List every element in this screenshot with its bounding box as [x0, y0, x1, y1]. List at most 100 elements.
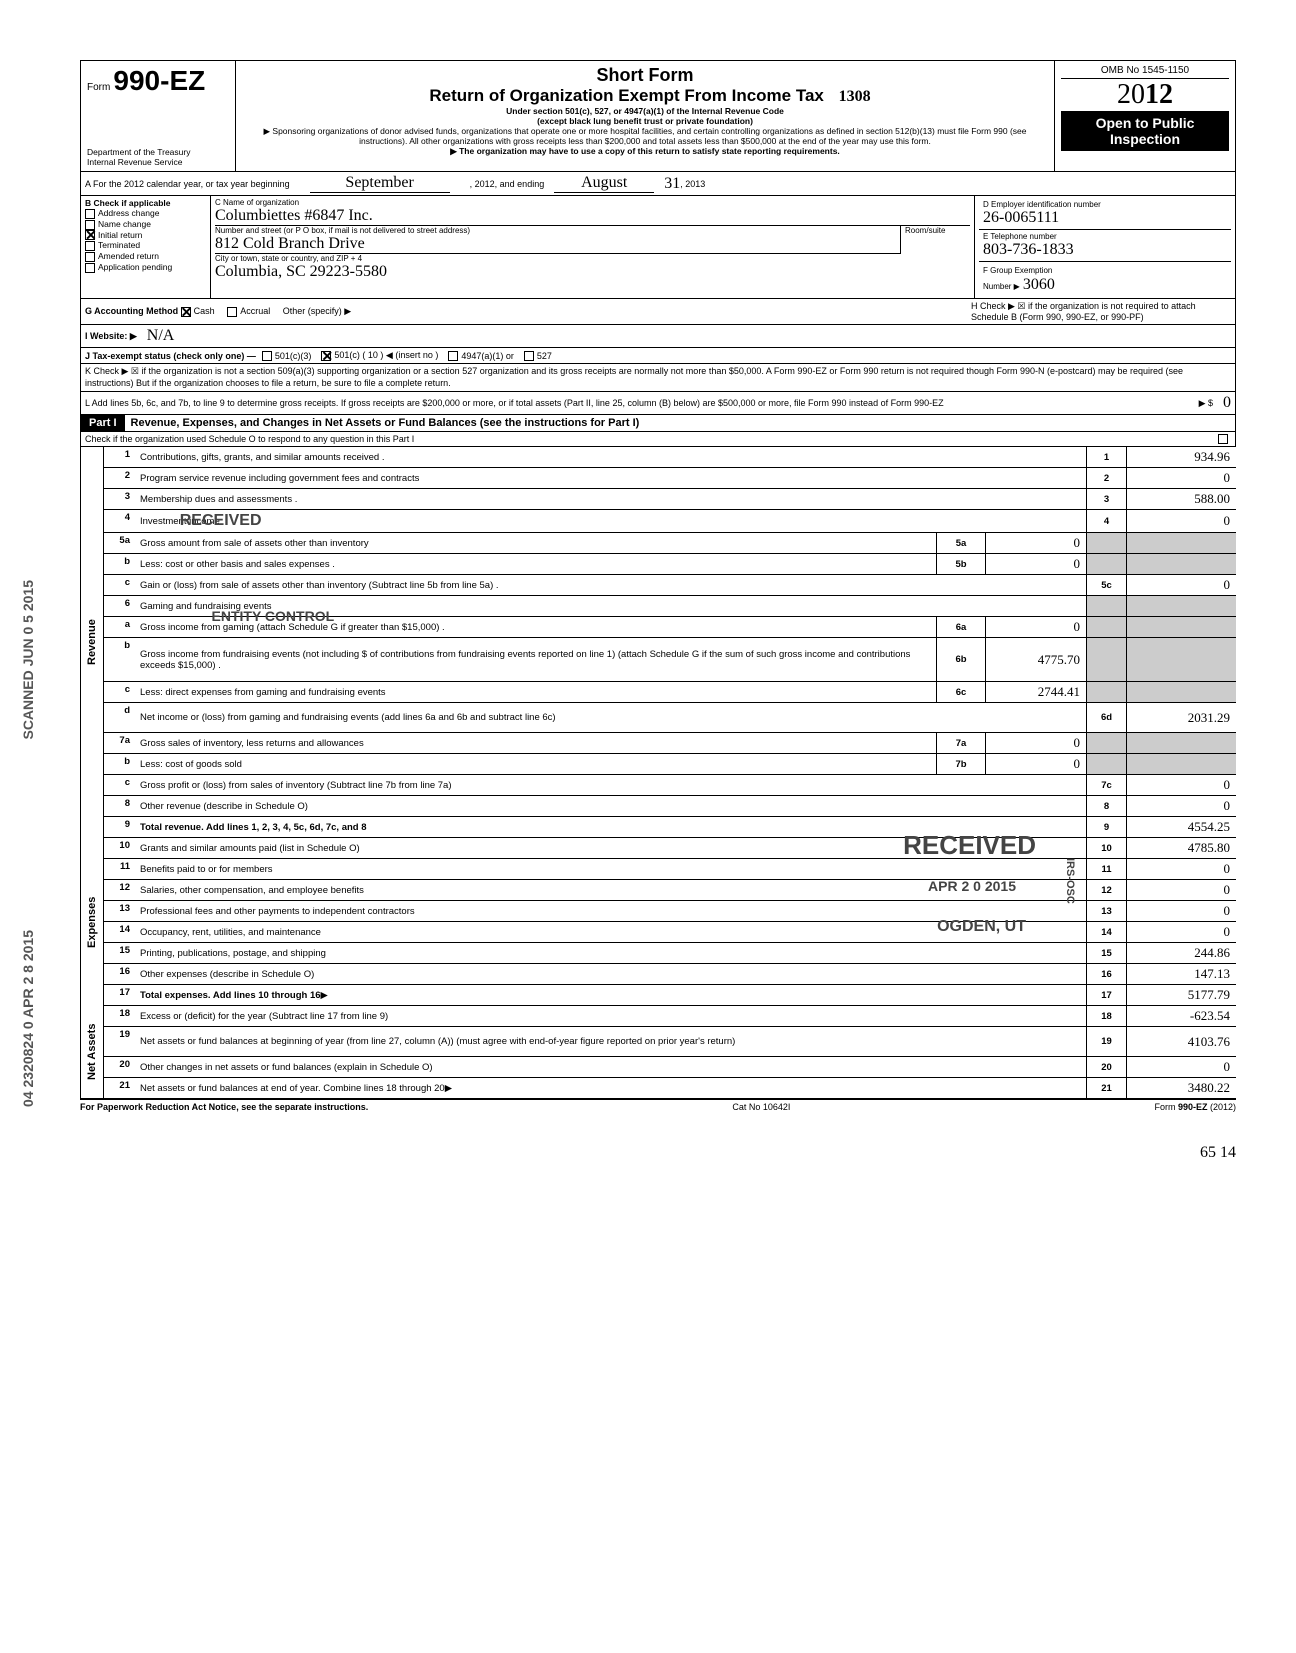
form-header: Form 990-EZ Department of the Treasury I…	[80, 60, 1236, 172]
form-label: Form	[87, 82, 110, 93]
accrual-label: Accrual	[240, 306, 270, 316]
ein: 26-0065111	[983, 209, 1227, 227]
name-label: C Name of organization	[215, 198, 970, 207]
ein-label: D Employer identification number	[983, 200, 1227, 209]
line-5a: 5aGross amount from sale of assets other…	[104, 533, 1236, 554]
received-stamp-2: RECEIVED	[903, 830, 1036, 861]
j-label: J Tax-exempt status (check only one) —	[85, 351, 256, 361]
line-4: 4Investment incomeRECEIVED40	[104, 510, 1236, 533]
phone-label: E Telephone number	[983, 232, 1227, 241]
revenue-side-label: Revenue	[80, 447, 104, 838]
revenue-group: Revenue 1Contributions, gifts, grants, a…	[80, 447, 1236, 838]
line-6c: cLess: direct expenses from gaming and f…	[104, 682, 1236, 703]
footer-center: Cat No 10642I	[732, 1102, 790, 1112]
cb-amended[interactable]: Amended return	[85, 251, 206, 262]
ogden-stamp: OGDEN, UT	[937, 918, 1026, 936]
row-i: I Website: ▶ N/A	[80, 325, 1236, 348]
open-inspection: Open to Public Inspection	[1061, 111, 1229, 151]
cb-501c3[interactable]	[262, 351, 272, 361]
other-label: Other (specify) ▶	[283, 306, 351, 316]
line-14: 14Occupancy, rent, utilities, and mainte…	[104, 922, 1236, 943]
row-a-mid: , 2012, and ending	[470, 179, 545, 189]
col-de: D Employer identification number 26-0065…	[975, 196, 1235, 298]
website: N/A	[147, 327, 175, 345]
date-side-stamp: 04 2320824 0 APR 2 8 2015	[20, 930, 36, 1107]
line-3: 3Membership dues and assessments .3588.0…	[104, 489, 1236, 510]
begin-date: September	[310, 174, 450, 193]
room-label: Room/suite	[905, 226, 970, 235]
group-label2: Number ▶	[983, 282, 1020, 291]
cb-527[interactable]	[524, 351, 534, 361]
form-number: 990-EZ	[113, 65, 205, 96]
line-6d: dNet income or (loss) from gaming and fu…	[104, 703, 1236, 733]
city: Columbia, SC 29223-5580	[215, 263, 970, 281]
cb-4947[interactable]	[448, 351, 458, 361]
cb-initial[interactable]: Initial return	[85, 230, 206, 241]
tax-year: 2012	[1061, 79, 1229, 111]
cb-pending[interactable]: Application pending	[85, 262, 206, 273]
line-21: 21Net assets or fund balances at end of …	[104, 1078, 1236, 1098]
cb-accrual[interactable]	[227, 307, 237, 317]
street: 812 Cold Branch Drive	[215, 235, 900, 254]
line-15: 15Printing, publications, postage, and s…	[104, 943, 1236, 964]
row-gh: G Accounting Method Cash Accrual Other (…	[80, 299, 1236, 325]
cb-term-label: Terminated	[98, 240, 140, 250]
cb-schedule-o[interactable]	[1218, 434, 1228, 444]
city-label: City or town, state or country, and ZIP …	[215, 254, 970, 263]
l-text: L Add lines 5b, 6c, and 7b, to line 9 to…	[85, 398, 1199, 408]
year-bold: 12	[1145, 79, 1173, 110]
irs: Internal Revenue Service	[87, 157, 229, 167]
row-k: K Check ▶ ☒ if the organization is not a…	[80, 364, 1236, 392]
line-18: 18Excess or (deficit) for the year (Subt…	[104, 1006, 1236, 1027]
i-label: I Website: ▶	[85, 331, 137, 342]
cash-label: Cash	[194, 306, 215, 316]
group-label: F Group Exemption	[983, 266, 1052, 275]
title-text: Return of Organization Exempt From Incom…	[429, 86, 824, 105]
footer: For Paperwork Reduction Act Notice, see …	[80, 1099, 1236, 1114]
footer-left: For Paperwork Reduction Act Notice, see …	[80, 1102, 368, 1112]
opt4: 527	[537, 351, 552, 361]
apr-stamp: APR 2 0 2015	[928, 878, 1016, 894]
part1-check-text: Check if the organization used Schedule …	[85, 434, 1218, 444]
cb-address[interactable]: Address change	[85, 208, 206, 219]
netassets-side-label: Net Assets	[80, 1006, 104, 1098]
row-j: J Tax-exempt status (check only one) — 5…	[80, 348, 1236, 364]
phone: 803-736-1833	[983, 241, 1227, 259]
row-l: L Add lines 5b, 6c, and 7b, to line 9 to…	[80, 392, 1236, 415]
received-stamp-1: RECEIVED	[180, 512, 262, 530]
part1-title: Revenue, Expenses, and Changes in Net As…	[125, 415, 646, 431]
omb: OMB No 1545-1150	[1061, 65, 1229, 79]
subtitle2: (except black lung benefit trust or priv…	[244, 116, 1046, 126]
cb-name-label: Name change	[98, 219, 151, 229]
line-19: 19Net assets or fund balances at beginni…	[104, 1027, 1236, 1057]
street-label: Number and street (or P O box, if mail i…	[215, 226, 900, 235]
line-5b: bLess: cost or other basis and sales exp…	[104, 554, 1236, 575]
expenses-group: Expenses RECEIVED APR 2 0 2015 OGDEN, UT…	[80, 838, 1236, 1006]
cb-pend-label: Application pending	[98, 262, 172, 272]
cb-cash[interactable]	[181, 307, 191, 317]
row-h: H Check ▶ ☒ if the organization is not r…	[971, 301, 1231, 322]
row-a-label: A For the 2012 calendar year, or tax yea…	[85, 179, 290, 189]
cb-501c[interactable]	[321, 351, 331, 361]
line-7c: cGross profit or (loss) from sales of in…	[104, 775, 1236, 796]
line-17: 17Total expenses. Add lines 10 through 1…	[104, 985, 1236, 1006]
line-8: 8Other revenue (describe in Schedule O)8…	[104, 796, 1236, 817]
cb-amend-label: Amended return	[98, 251, 159, 261]
cb-terminated[interactable]: Terminated	[85, 240, 206, 251]
line-1: 1Contributions, gifts, grants, and simil…	[104, 447, 1236, 468]
l-value: 0	[1223, 394, 1231, 412]
opt1: 501(c)(3)	[275, 351, 312, 361]
line-7a: 7aGross sales of inventory, less returns…	[104, 733, 1236, 754]
col-c: C Name of organization Columbiettes #684…	[211, 196, 975, 298]
line-7b: bLess: cost of goods sold7b0	[104, 754, 1236, 775]
line-6: 6Gaming and fundraising eventsENTITY CON…	[104, 596, 1236, 617]
form-container: SCANNED JUN 0 5 2015 04 2320824 0 APR 2 …	[80, 60, 1236, 1162]
opt2: 501(c) ( 10 ) ◀ (insert no )	[334, 350, 438, 361]
cb-name[interactable]: Name change	[85, 219, 206, 230]
block-bcdef: B Check if applicable Address change Nam…	[80, 196, 1236, 299]
org-name: Columbiettes #6847 Inc.	[215, 207, 970, 226]
sponsor-note: ▶ Sponsoring organizations of donor advi…	[244, 126, 1046, 146]
end-day: 31	[664, 175, 680, 193]
irs-osc-stamp: IRS-OSC	[1064, 858, 1076, 904]
line-10: 10Grants and similar amounts paid (list …	[104, 838, 1236, 859]
